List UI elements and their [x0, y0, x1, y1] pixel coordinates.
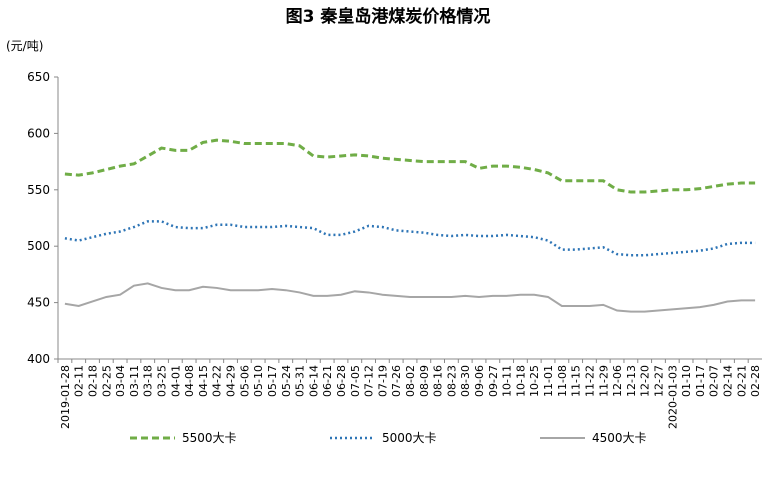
legend-label: 5000大卡: [382, 431, 437, 445]
x-tick-label: 01-17: [694, 365, 707, 397]
x-tick-label: 12-13: [625, 365, 638, 397]
x-tick-label: 06-14: [307, 365, 320, 397]
x-tick-label: 05-17: [266, 365, 279, 397]
x-tick-label: 04-22: [211, 365, 224, 397]
x-tick-label: 04-15: [197, 365, 210, 397]
legend-label: 5500大卡: [182, 431, 237, 445]
x-tick-label: 11-22: [583, 365, 596, 397]
x-tick-label: 03-11: [128, 365, 141, 397]
x-tick-label: 12-20: [639, 365, 652, 397]
x-tick-label: 11-29: [597, 365, 610, 397]
x-tick-label: 02-07: [708, 365, 721, 397]
x-tick-label: 09-27: [487, 365, 500, 397]
series-line: [64, 282, 756, 313]
y-tick-label: 400: [27, 352, 50, 366]
x-tick-label: 10-25: [528, 365, 541, 397]
x-tick-label: 02-28: [749, 365, 762, 397]
x-tick-label: 11-01: [542, 365, 555, 397]
x-tick-label: 01-10: [680, 365, 693, 397]
x-tick-label: 03-25: [156, 365, 169, 397]
series-line: [64, 220, 756, 257]
x-tick-label: 07-19: [376, 365, 389, 397]
x-tick-label: 08-02: [404, 365, 417, 397]
x-tick-label: 06-28: [335, 365, 348, 397]
chart-title: 图3 秦皇岛港煤炭价格情况: [286, 6, 491, 27]
x-tick-label: 07-05: [349, 365, 362, 397]
x-tick-label: 07-12: [363, 365, 376, 397]
x-tick-label: 08-16: [432, 365, 445, 397]
y-tick-label: 450: [27, 296, 50, 310]
x-tick-label: 02-25: [100, 365, 113, 397]
x-tick-label: 06-21: [321, 365, 334, 397]
legend-label: 4500大卡: [592, 431, 647, 445]
x-tick-label: 04-01: [169, 365, 182, 397]
x-tick-label: 04-29: [225, 365, 238, 397]
x-tick-label: 02-21: [735, 365, 748, 397]
x-tick-label: 03-18: [142, 365, 155, 397]
x-tick-label: 12-06: [611, 365, 624, 397]
x-tick-label: 03-04: [114, 365, 127, 397]
y-tick-label: 600: [27, 126, 50, 140]
series-line: [64, 138, 756, 194]
x-tick-label: 02-14: [721, 365, 734, 397]
y-tick-label: 550: [27, 183, 50, 197]
x-tick-label: 09-06: [473, 365, 486, 397]
x-tick-label: 12-27: [652, 365, 665, 397]
x-tick-label: 11-08: [556, 365, 569, 397]
x-tick-label: 08-23: [445, 365, 458, 397]
x-tick-label: 02-18: [87, 365, 100, 397]
x-tick-label: 05-10: [252, 365, 265, 397]
x-tick-label: 10-11: [501, 365, 514, 397]
y-axis-label: (元/吨): [6, 39, 43, 53]
x-tick-label: 05-24: [280, 365, 293, 397]
x-tick-label: 02-11: [73, 365, 86, 397]
y-tick-label: 650: [27, 70, 50, 84]
x-tick-label: 07-26: [390, 365, 403, 397]
x-tick-label: 04-08: [183, 365, 196, 397]
x-tick-label: 10-18: [514, 365, 527, 397]
x-tick-label: 08-09: [418, 365, 431, 397]
x-tick-label: 05-31: [294, 365, 307, 397]
y-tick-label: 500: [27, 239, 50, 253]
x-tick-label: 05-06: [238, 365, 251, 397]
x-tick-label: 11-15: [570, 365, 583, 397]
x-tick-label: 08-30: [459, 365, 472, 397]
x-tick-label: 2019-01-28: [59, 365, 72, 429]
x-tick-label: 2020-01-03: [666, 365, 679, 429]
